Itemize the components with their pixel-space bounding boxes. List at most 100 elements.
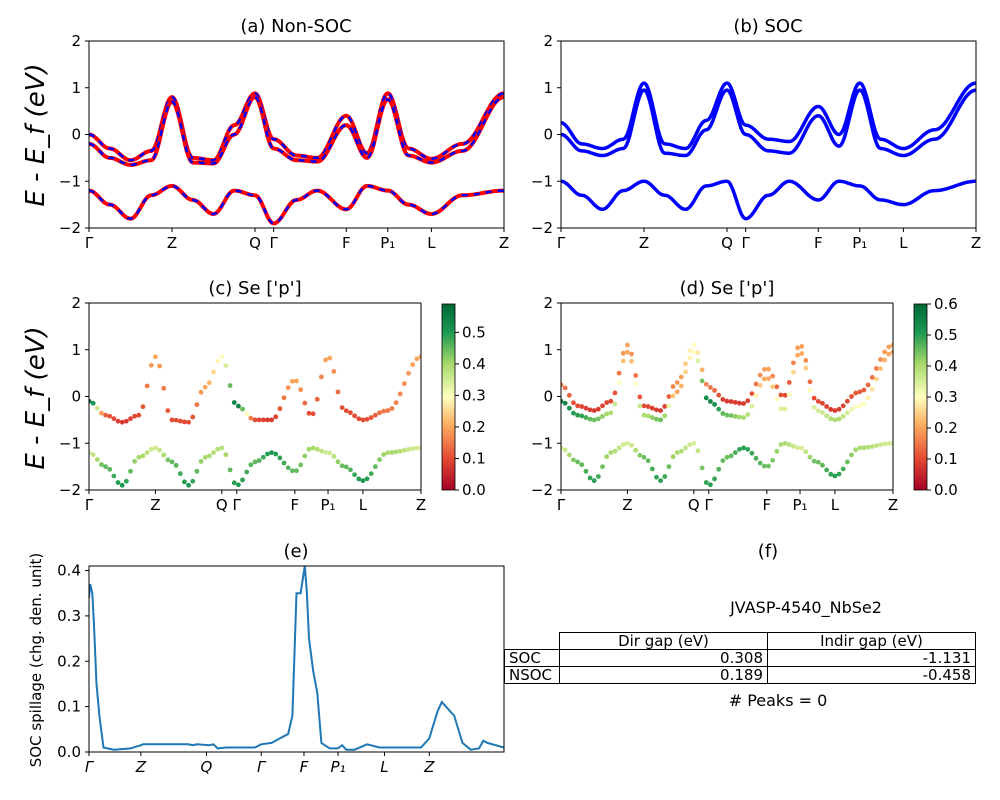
projected-point <box>708 482 713 488</box>
x-tick-label: L <box>380 758 388 776</box>
x-tick-label: F <box>291 496 300 514</box>
projected-point <box>844 410 850 416</box>
projected-point <box>327 450 333 456</box>
projected-point <box>587 475 593 481</box>
x-tick-label: Γ <box>557 496 566 514</box>
x-tick-label: Γ <box>85 234 94 252</box>
projected-point <box>306 410 312 416</box>
projected-point <box>186 419 192 425</box>
projected-point <box>641 412 647 418</box>
projected-point <box>820 400 825 406</box>
projected-point <box>90 452 96 458</box>
projected-point <box>600 413 605 419</box>
projected-point <box>641 403 647 409</box>
projected-point <box>352 472 357 478</box>
projected-point <box>716 406 722 412</box>
projected-point <box>712 387 717 393</box>
projected-point <box>265 417 270 423</box>
projected-point <box>123 478 129 484</box>
projected-point <box>119 482 125 488</box>
panel-a-title: (a) Non-SOC <box>240 16 351 37</box>
projected-point <box>724 398 730 404</box>
projected-point <box>703 395 709 401</box>
y-tick-label: −1 <box>59 434 81 452</box>
projected-point <box>327 355 333 361</box>
y-tick-label: −2 <box>531 481 553 499</box>
projected-point <box>591 408 597 413</box>
projected-point <box>774 384 780 390</box>
projected-point <box>878 442 883 448</box>
projected-point <box>182 479 187 485</box>
projected-point <box>575 459 580 465</box>
projected-point <box>273 414 279 420</box>
projected-point <box>566 405 572 411</box>
projected-point <box>865 382 871 388</box>
projected-point <box>372 464 378 470</box>
projected-point <box>148 362 154 368</box>
projected-point <box>612 401 618 407</box>
projected-point <box>741 415 746 420</box>
x-tick-label: Γ <box>557 234 566 252</box>
projected-point <box>666 394 672 399</box>
projected-point <box>774 448 780 454</box>
projected-point <box>140 453 146 459</box>
projected-point <box>277 455 283 461</box>
projected-point <box>562 447 568 453</box>
projected-point <box>882 441 888 447</box>
projected-point <box>629 358 634 364</box>
projected-point <box>832 417 838 423</box>
projected-point <box>579 413 585 419</box>
projected-point <box>136 454 142 460</box>
row-label-soc: SOC <box>504 649 560 667</box>
projected-point <box>791 443 796 449</box>
projected-point <box>849 394 854 399</box>
projected-point <box>314 446 320 452</box>
x-tick-label: Z <box>416 496 426 514</box>
projected-point <box>144 450 150 455</box>
projected-point <box>173 417 179 423</box>
projected-point <box>803 449 809 455</box>
y-tick-label: 0.4 <box>57 562 81 580</box>
projected-point <box>236 482 241 488</box>
projected-point <box>761 463 767 469</box>
soc-band-line-0 <box>561 81 976 151</box>
projected-point <box>807 454 813 460</box>
projected-point <box>587 416 593 422</box>
header-indir-gap: Indir gap (eV) <box>767 632 976 650</box>
projected-point <box>393 400 399 406</box>
projected-point <box>377 410 382 416</box>
y-tick-label: 0.1 <box>57 698 81 716</box>
projected-point <box>749 403 755 409</box>
projected-point <box>629 351 634 357</box>
y-tick-label: 0 <box>543 388 553 406</box>
projected-point <box>269 417 274 423</box>
projected-point <box>128 468 133 474</box>
projected-point <box>799 445 805 451</box>
y-tick-label: −1 <box>531 434 553 452</box>
projected-point <box>248 415 254 421</box>
y-tick-label: 1 <box>71 79 81 97</box>
projected-point <box>853 390 859 396</box>
ylabel-spillage: SOC spillage (chg. den. unit) <box>27 553 45 768</box>
projected-point <box>103 464 108 470</box>
projected-point <box>294 378 299 384</box>
projected-point <box>869 386 875 392</box>
x-tick-label: Q <box>216 496 228 514</box>
projected-point <box>791 360 796 366</box>
plot-spillage: Γ Z Q Γ F P₁ L Z 0.0 0.1 0.2 0.3 0.4 <box>57 562 505 776</box>
projected-point <box>799 351 805 356</box>
projected-point <box>194 402 200 408</box>
projected-point <box>645 458 651 464</box>
projected-point <box>211 369 216 375</box>
y-tick-label: −1 <box>531 172 553 190</box>
nsoc-dir-gap: 0.189 <box>559 666 768 684</box>
projected-point <box>132 413 138 419</box>
projected-point <box>844 398 850 404</box>
y-tick-label: 0 <box>543 126 553 144</box>
projected-point <box>132 458 138 464</box>
projected-point <box>695 350 701 355</box>
projected-point <box>728 413 734 418</box>
projected-point <box>161 452 167 458</box>
projected-point <box>231 480 237 486</box>
